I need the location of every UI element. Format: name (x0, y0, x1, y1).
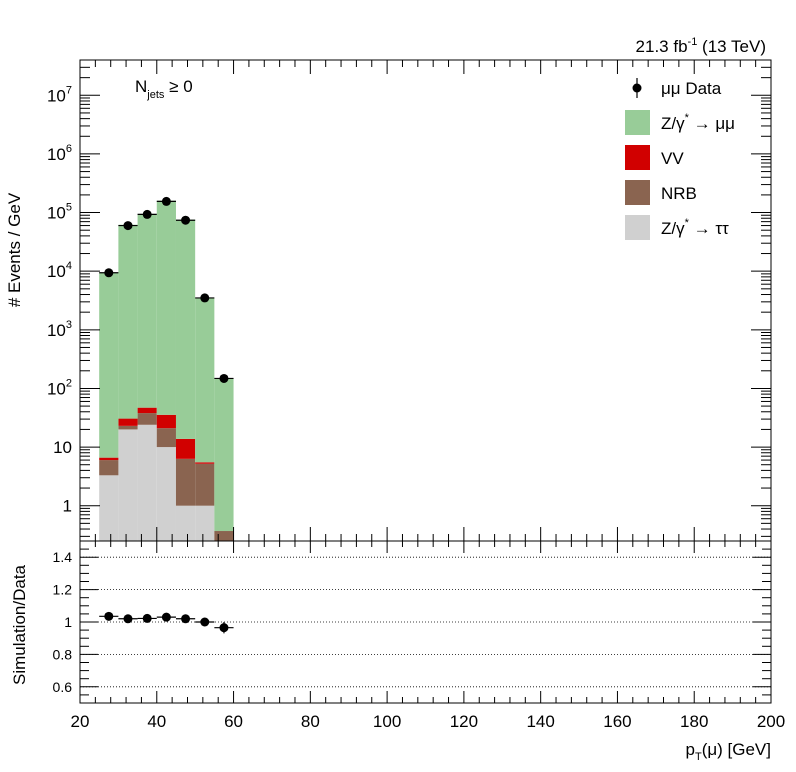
bar-vv-0 (99, 457, 119, 461)
bar-nrb-5 (195, 463, 215, 506)
legend-vv-label: VV (661, 149, 684, 168)
legend-nrb-swatch (625, 180, 650, 205)
ratio-data-points (99, 611, 234, 634)
main-y-axis-title: # Events / GeV (5, 192, 24, 307)
bar-zmumu-4 (175, 219, 196, 439)
ratio-ytick-label-4: 1.4 (53, 549, 73, 565)
main-ytick-label-5: 105 (47, 202, 72, 223)
ratio-axis-ticks (79, 540, 772, 704)
legend-entry-data: μμ Data (632, 78, 722, 98)
main-ytick-label-3: 103 (47, 319, 72, 340)
legend-data-label: μμ Data (661, 79, 722, 98)
legend-entry-tautau: Z/γ* → ττ (625, 215, 729, 240)
bar-tautau-4 (175, 505, 196, 541)
bar-nrb-6 (214, 531, 234, 541)
bar-vv-3 (156, 414, 176, 429)
ratio-y-axis-title: Simulation/Data (10, 564, 29, 685)
ratio-point-2 (142, 613, 152, 623)
ratio-point-4 (181, 614, 191, 624)
xtick-label-5: 120 (450, 712, 478, 731)
bar-tautau-1 (118, 429, 138, 541)
main-y-tick-labels: 1 10 102 103 104 105 106 107 (47, 84, 72, 515)
bar-vv-4 (175, 438, 196, 459)
xtick-label-4: 100 (373, 712, 401, 731)
ratio-point-0 (104, 611, 114, 621)
main-histogram-bars (99, 200, 234, 541)
xtick-label-6: 140 (526, 712, 554, 731)
ratio-point-6 (219, 623, 229, 633)
main-ytick-label-7: 107 (47, 84, 72, 105)
x-axis-title: pT(μ) [GeV] (685, 740, 771, 763)
legend-zmumu-label: Z/γ* → μμ (661, 112, 735, 133)
main-ytick-label-1: 10 (53, 438, 72, 457)
ratio-point-3 (161, 612, 171, 622)
legend-tautau-swatch (625, 215, 650, 240)
ratio-y-tick-labels: 0.6 0.8 1 1.2 1.4 (53, 549, 73, 695)
legend-data-marker (632, 83, 642, 93)
ratio-point-5 (200, 617, 210, 627)
category-label: Njets ≥ 0 (135, 77, 193, 101)
bar-vv-2 (137, 407, 157, 414)
bar-vv-5 (195, 462, 215, 464)
ratio-ytick-label-2: 1 (64, 614, 72, 630)
x-tick-labels: 20 40 60 80 100 120 140 160 180 200 (71, 712, 786, 731)
data-point-0 (104, 268, 114, 278)
bar-zmumu-0 (99, 272, 119, 458)
bar-zmumu-5 (195, 297, 215, 463)
legend-entry-zmumu: Z/γ* → μμ (625, 110, 735, 135)
xtick-label-3: 80 (301, 712, 320, 731)
bar-tautau-5 (195, 505, 215, 541)
bar-nrb-1 (118, 425, 138, 430)
data-point-5 (200, 293, 210, 303)
main-ytick-label-4: 104 (47, 260, 72, 281)
bar-tautau-2 (137, 424, 157, 541)
bar-zmumu-3 (156, 200, 176, 415)
bar-zmumu-2 (137, 213, 157, 408)
bar-nrb-2 (137, 413, 157, 425)
legend-entry-vv: VV (625, 145, 684, 170)
xtick-label-1: 40 (147, 712, 166, 731)
bar-zmumu-1 (118, 224, 138, 419)
data-point-1 (123, 221, 133, 231)
legend-vv-swatch (625, 145, 650, 170)
data-point-3 (161, 196, 171, 206)
data-point-4 (181, 215, 191, 225)
legend-nrb-label: NRB (661, 184, 697, 203)
ratio-ytick-label-0: 0.6 (53, 679, 73, 695)
lumi-label: 21.3 fb-1 (13 TeV) (636, 36, 766, 56)
legend-entry-nrb: NRB (625, 180, 697, 205)
legend-zmumu-swatch (625, 110, 650, 135)
bar-vv-1 (118, 418, 138, 426)
main-ytick-label-2: 102 (47, 377, 72, 398)
main-ytick-label-0: 1 (63, 497, 72, 516)
xtick-label-9: 200 (757, 712, 785, 731)
main-data-points (99, 196, 234, 383)
data-point-6 (219, 373, 229, 383)
bar-nrb-4 (175, 458, 196, 506)
ratio-point-1 (123, 614, 133, 624)
ratio-ytick-label-1: 0.8 (53, 646, 73, 662)
xtick-label-8: 180 (680, 712, 708, 731)
main-ytick-label-6: 106 (47, 143, 72, 164)
bar-nrb-0 (99, 460, 119, 476)
xtick-label-0: 20 (71, 712, 90, 731)
data-point-2 (142, 209, 152, 219)
bar-nrb-3 (156, 428, 176, 448)
legend-tautau-label: Z/γ* → ττ (661, 217, 729, 238)
bar-tautau-0 (99, 475, 119, 541)
bar-zmumu-6 (214, 378, 234, 532)
xtick-label-7: 160 (603, 712, 631, 731)
ratio-ytick-label-3: 1.2 (53, 582, 73, 598)
main-axis-ticks (79, 59, 772, 541)
legend: μμ Data Z/γ* → μμ VV NRB Z/γ* → ττ (625, 78, 735, 240)
bar-tautau-3 (156, 447, 176, 541)
xtick-label-2: 60 (224, 712, 243, 731)
ratio-grid-lines (80, 556, 771, 688)
